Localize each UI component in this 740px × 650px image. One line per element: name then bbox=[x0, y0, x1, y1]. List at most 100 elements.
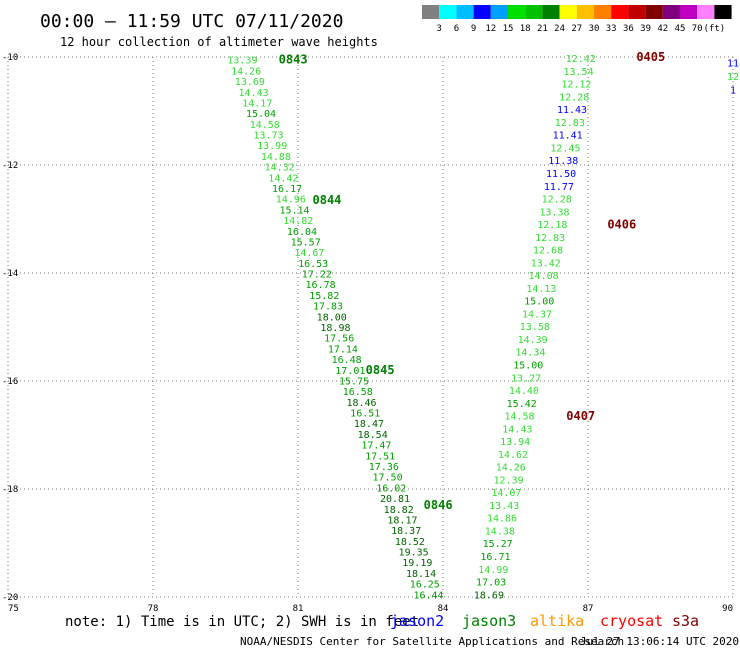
swh-value-cryosat: 12.68 bbox=[533, 246, 563, 257]
swh-value-jason3: 19.19 bbox=[402, 558, 432, 569]
timestamp-text: Jul 27 13:06:14 UTC 2020 bbox=[580, 635, 739, 648]
swh-value-cryosat: 12.39 bbox=[494, 475, 524, 486]
swh-value-cryosat: 11.41 bbox=[553, 131, 583, 142]
swh-value-jason3: 16.78 bbox=[306, 280, 336, 291]
swh-value-cryosat: 13.38 bbox=[539, 207, 569, 218]
swh-value-cryosat: 13.42 bbox=[531, 258, 561, 269]
y-tick-label: -18 bbox=[2, 485, 18, 495]
swh-value-jason3: 16.25 bbox=[410, 580, 440, 591]
swh-value-cryosat: 12.28 bbox=[559, 92, 589, 103]
chart-subtitle: 12 hour collection of altimeter wave hei… bbox=[60, 35, 378, 49]
scale-label: 18 bbox=[520, 24, 531, 34]
swh-value-jason3: 13.73 bbox=[253, 131, 283, 142]
scale-label: 42 bbox=[657, 24, 668, 34]
swh-value-cryosat: 12.83 bbox=[535, 233, 565, 244]
swh-value-cryosat: 12.12 bbox=[561, 80, 591, 91]
swh-value-cryosat: 16.71 bbox=[480, 552, 510, 563]
swh-value-cryosat: 14.26 bbox=[496, 463, 526, 474]
swh-value-jason3: 15.57 bbox=[291, 237, 321, 248]
pass-time-label: 0843 bbox=[279, 53, 308, 67]
swh-value-jason3: 14.32 bbox=[265, 163, 295, 174]
swh-value-cryosat: 13.27 bbox=[511, 373, 541, 384]
swh-value-cryosat: 15.27 bbox=[483, 539, 513, 550]
swh-value-cryosat: 12.42 bbox=[566, 54, 596, 65]
swh-value-cryosat: 14.86 bbox=[487, 514, 517, 525]
swh-value-jason3: 18.54 bbox=[358, 430, 388, 441]
color-scale-legend: 3 6 9 12 15 18 21 24 27 30 33 36 39 42 45 70 (ft) bbox=[422, 5, 732, 34]
swh-value-cryosat: 14.07 bbox=[491, 488, 521, 499]
swh-value-cryosat: 14.39 bbox=[518, 335, 548, 346]
swh-value-jason3: 15.75 bbox=[339, 376, 369, 387]
satellite-name-jason2: jason2 bbox=[390, 612, 444, 630]
swh-value-jason3: 14.26 bbox=[231, 66, 261, 77]
data-marks: 13.3914.2613.6914.4314.1715.0414.5813.73… bbox=[227, 50, 739, 601]
swh-value-jason3: 15.82 bbox=[309, 291, 339, 302]
swh-value-jason3: 17.14 bbox=[328, 344, 358, 355]
scale-label: 12 bbox=[485, 24, 496, 34]
swh-value-cryosat: 18.69 bbox=[474, 590, 504, 601]
swh-value-s3a: 1 bbox=[730, 85, 736, 96]
scale-label: 33 bbox=[606, 24, 617, 34]
scale-label: 6 bbox=[454, 24, 459, 34]
pass-time-label: 0844 bbox=[313, 193, 342, 207]
swh-value-cryosat: 15.00 bbox=[513, 360, 543, 371]
y-tick-label: -12 bbox=[2, 161, 18, 171]
swh-value-jason3: 14.42 bbox=[268, 173, 298, 184]
chart-title: 00:00 – 11:59 UTC 07/11/2020 bbox=[40, 11, 343, 32]
scale-swatch bbox=[439, 5, 457, 19]
credit-text: NOAA/NESDIS Center for Satellite Applica… bbox=[240, 635, 624, 648]
scale-swatch bbox=[559, 5, 577, 19]
swh-value-cryosat: 11.38 bbox=[548, 156, 578, 167]
scale-swatch bbox=[473, 5, 491, 19]
x-tick-label: 84 bbox=[438, 604, 449, 614]
swh-value-jason3: 14.43 bbox=[239, 88, 269, 99]
swh-value-cryosat: 12.45 bbox=[550, 143, 580, 154]
x-tick-label: 78 bbox=[148, 604, 159, 614]
scale-label: 39 bbox=[640, 24, 651, 34]
swh-value-jason3: 17.50 bbox=[373, 473, 403, 484]
swh-value-cryosat: 14.34 bbox=[515, 348, 545, 359]
swh-value-jason3: 17.36 bbox=[369, 462, 399, 473]
swh-value-cryosat: 15.42 bbox=[507, 399, 537, 410]
scale-swatch bbox=[542, 5, 560, 19]
swh-value-cryosat: 14.43 bbox=[502, 424, 532, 435]
scale-swatch bbox=[697, 5, 715, 19]
swh-value-cryosat: 11.77 bbox=[544, 182, 574, 193]
pass-time-label: 0846 bbox=[424, 498, 453, 512]
scale-swatch bbox=[508, 5, 526, 19]
swh-value-cryosat: 14.37 bbox=[522, 309, 552, 320]
swh-value-cryosat: 13.54 bbox=[564, 67, 594, 78]
swh-value-jason3: 14.96 bbox=[276, 195, 306, 206]
scale-swatch bbox=[490, 5, 508, 19]
swh-value-jason3: 16.58 bbox=[343, 387, 373, 398]
swh-value-cryosat: 13.58 bbox=[520, 322, 550, 333]
swh-value-jason3: 16.02 bbox=[376, 483, 406, 494]
swh-value-jason3: 16.04 bbox=[287, 227, 317, 238]
satellite-name-altika: altika bbox=[530, 612, 584, 630]
scale-swatch bbox=[680, 5, 698, 19]
swh-value-cryosat: 13.94 bbox=[500, 437, 530, 448]
swh-value-jason3: 18.46 bbox=[346, 398, 376, 409]
scale-label: 21 bbox=[537, 24, 548, 34]
swh-value-cryosat: 12.18 bbox=[537, 220, 567, 231]
x-tick-label: 87 bbox=[583, 604, 594, 614]
swh-value-jason3: 17.51 bbox=[365, 451, 395, 462]
swh-value-jason3: 13.69 bbox=[235, 77, 265, 88]
y-tick-label: -16 bbox=[2, 377, 18, 387]
swh-value-jason3: 13.39 bbox=[227, 56, 257, 67]
scale-swatch bbox=[456, 5, 474, 19]
swh-value-jason3: 16.53 bbox=[298, 259, 328, 270]
scale-label: 36 bbox=[623, 24, 634, 34]
x-axis-ticks: 75 78 81 84 87 90 bbox=[8, 604, 733, 614]
x-tick-label: 90 bbox=[722, 604, 733, 614]
swh-value-s3a: 11 bbox=[727, 58, 739, 69]
swh-value-cryosat: 14.40 bbox=[509, 386, 539, 397]
swh-value-jason3: 18.17 bbox=[387, 515, 417, 526]
swh-value-jason3: 19.35 bbox=[399, 548, 429, 559]
y-tick-label: -20 bbox=[2, 593, 18, 603]
swh-value-cryosat: 17.03 bbox=[476, 578, 506, 589]
satellite-name-cryosat: cryosat bbox=[600, 612, 663, 630]
scale-swatch bbox=[662, 5, 680, 19]
